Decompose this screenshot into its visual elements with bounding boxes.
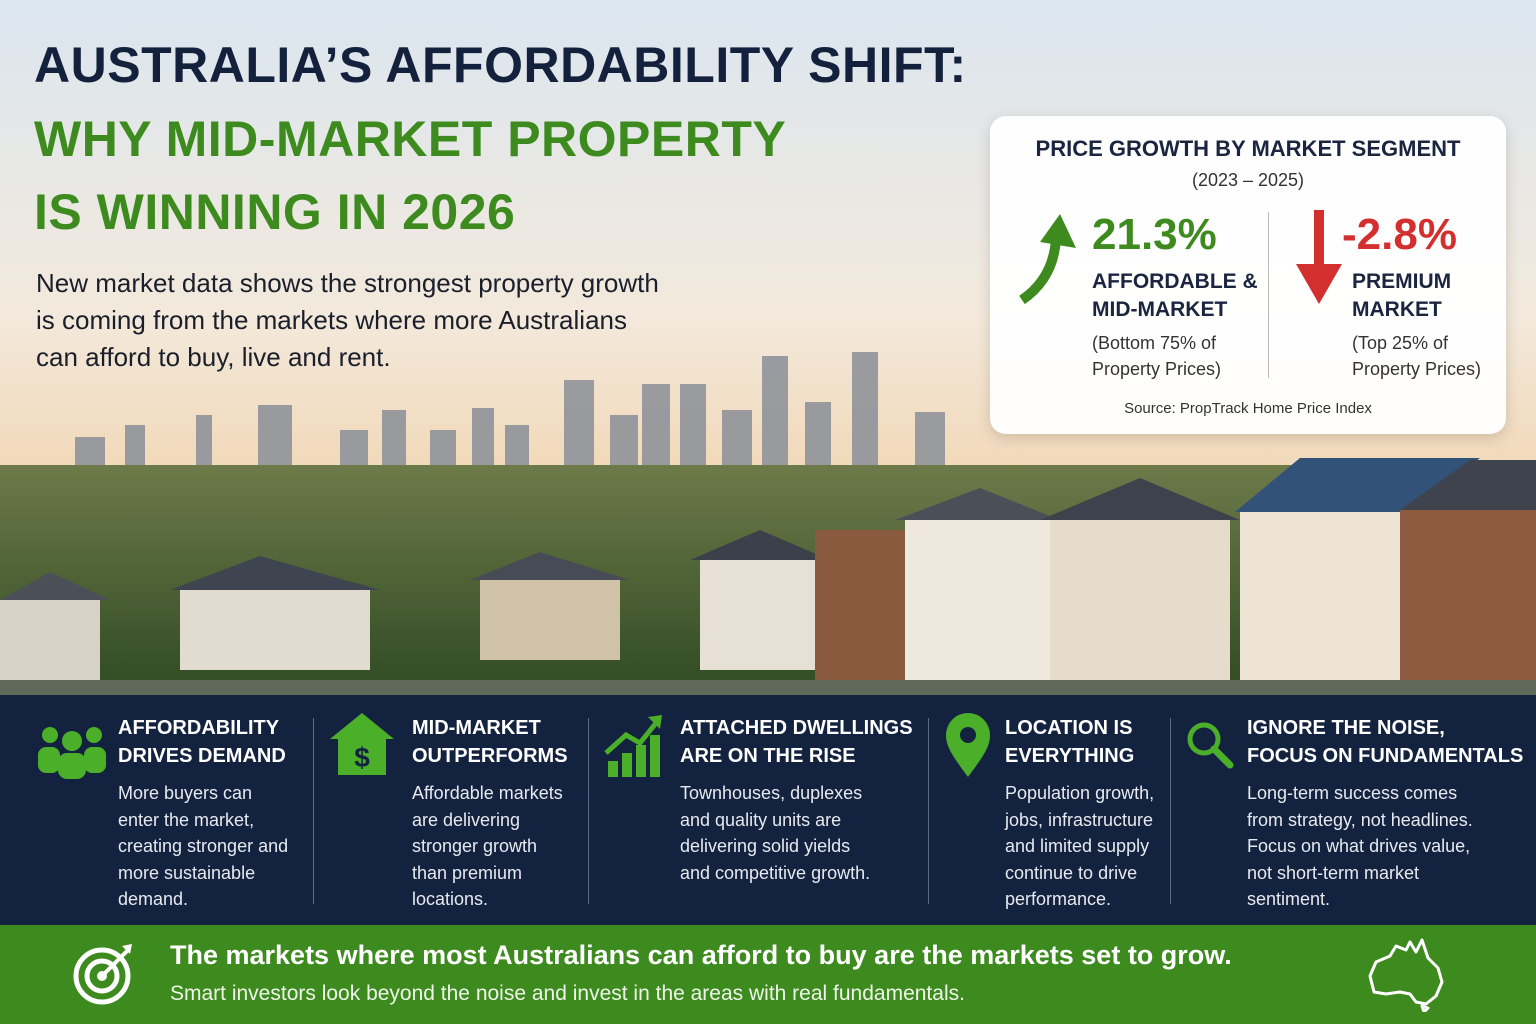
- title: AUSTRALIA’S AFFORDABILITY SHIFT:: [34, 37, 967, 93]
- headline: IS WINNING IN 2026: [34, 184, 516, 240]
- features-panel: [0, 695, 1536, 925]
- subtitle: can afford to buy, live and rent.: [36, 342, 391, 372]
- feature-title: FOCUS ON FUNDAMENTALS: [1247, 745, 1524, 767]
- feature-title: DRIVES DEMAND: [118, 745, 286, 767]
- feature-body: Population growth, jobs, infrastructure …: [1005, 783, 1155, 909]
- feature-body: Affordable markets are delivering strong…: [412, 783, 563, 909]
- feature-icons: $: [38, 713, 1234, 779]
- houses: [0, 458, 1536, 695]
- stat-note: Property Prices): [1092, 359, 1222, 379]
- feature-title: AFFORDABILITY: [118, 717, 280, 739]
- footer: [0, 925, 1536, 1024]
- divider: [1170, 718, 1171, 904]
- feature-title: EVERYTHING: [1005, 745, 1135, 767]
- feature: AFFORDABILITY DRIVES DEMAND More buyers …: [118, 714, 298, 913]
- feature-body: More buyers can enter the market, creati…: [118, 783, 289, 909]
- feature-title: ATTACHED DWELLINGS: [680, 717, 913, 739]
- subtitle: is coming from the markets where more Au…: [36, 305, 627, 335]
- feature-title: LOCATION IS: [1005, 717, 1133, 739]
- stat-value: 21.3%: [1092, 210, 1217, 259]
- divider: [313, 718, 314, 904]
- card-divider: [1268, 212, 1269, 378]
- card-period: (2023 – 2025): [1191, 170, 1305, 190]
- stat-card: PRICE GROWTH BY MARKET SEGMENT (2023 – 2…: [990, 116, 1506, 434]
- divider: [928, 718, 929, 904]
- divider: [588, 718, 589, 904]
- stat-label: MID-MARKET: [1092, 298, 1228, 321]
- footer-headline: The markets where most Australians can a…: [170, 940, 1232, 970]
- headline: WHY MID-MARKET PROPERTY: [34, 111, 787, 167]
- svg-text:$: $: [354, 742, 370, 773]
- feature: LOCATION IS EVERYTHING Population growth…: [1005, 714, 1165, 913]
- feature-title: IGNORE THE NOISE,: [1247, 717, 1445, 739]
- stat-note: (Bottom 75% of: [1092, 333, 1217, 353]
- feature: MID-MARKET OUTPERFORMS Affordable market…: [412, 714, 577, 913]
- australia-icon: [1368, 938, 1444, 1012]
- feature-body: Townhouses, duplexes and quality units a…: [680, 783, 871, 883]
- feature-title: OUTPERFORMS: [412, 745, 568, 767]
- footer-subline: Smart investors look beyond the noise an…: [170, 982, 965, 1005]
- stat-value: -2.8%: [1342, 210, 1457, 259]
- stat-label: PREMIUM: [1352, 270, 1452, 293]
- feature-body: Long-term success comes from strategy, n…: [1247, 783, 1473, 909]
- stat-note: Property Prices): [1352, 359, 1482, 379]
- feature-title: MID-MARKET: [412, 717, 541, 739]
- target-icon: [73, 944, 132, 1005]
- stat-label: AFFORDABLE &: [1092, 270, 1258, 293]
- down-arrow-icon: [1296, 210, 1342, 304]
- subtitle: New market data shows the strongest prop…: [36, 268, 659, 298]
- up-arrow-icon: [1019, 214, 1076, 305]
- stat-note: (Top 25% of: [1352, 333, 1449, 353]
- feature: IGNORE THE NOISE, FOCUS ON FUNDAMENTALS …: [1247, 714, 1523, 913]
- source: Source: PropTrack Home Price Index: [1124, 400, 1372, 417]
- feature: ATTACHED DWELLINGS ARE ON THE RISE Townh…: [680, 714, 913, 886]
- card-title: PRICE GROWTH BY MARKET SEGMENT: [1035, 136, 1461, 161]
- feature-title: ARE ON THE RISE: [680, 745, 856, 767]
- stat-label: MARKET: [1352, 298, 1442, 321]
